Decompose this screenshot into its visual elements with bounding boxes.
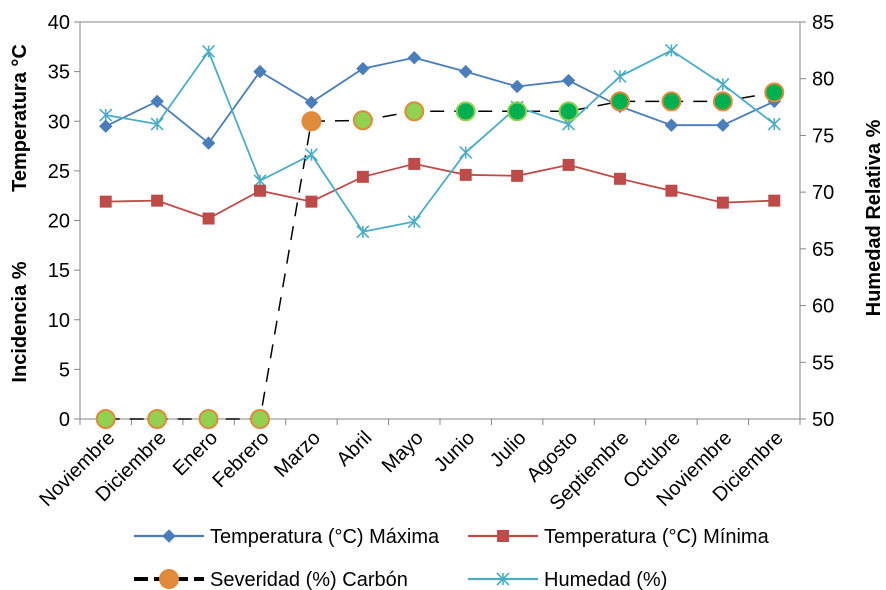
legend-marker-humedad [496, 572, 510, 586]
point-severidad [250, 409, 270, 429]
point-temp-min [356, 170, 369, 183]
x-tick-label: Junio [430, 427, 479, 476]
point-humedad [459, 145, 473, 160]
point-temp-max [561, 73, 576, 88]
series-line-humedad [105, 49, 775, 233]
point-temp-min [768, 194, 781, 207]
point-temp-max [99, 119, 113, 133]
point-temp-min [562, 158, 575, 171]
point-humedad [99, 108, 113, 122]
y-tick-label: 40 [48, 12, 70, 34]
x-tick-label: Marzo [270, 427, 325, 482]
point-temp-min [511, 169, 524, 182]
point-temp-max [664, 118, 679, 132]
left-axis-ticks: 0 5 10 15 20 25 30 35 40 [48, 12, 80, 431]
point-humedad [716, 77, 730, 91]
point-temp-min [665, 184, 678, 197]
y2-tick-label: 70 [812, 182, 834, 204]
y-tick-label: 25 [48, 161, 70, 183]
point-severidad [712, 91, 733, 112]
point-temp-max [356, 61, 370, 76]
point-severidad [558, 101, 579, 122]
point-temp-max [253, 64, 267, 79]
point-temp-min [408, 157, 421, 170]
y2-tick-label: 80 [812, 69, 834, 91]
y2-tick-label: 75 [812, 125, 834, 147]
point-humedad [613, 69, 627, 84]
legend-marker-temp-max [162, 529, 176, 543]
point-humedad [304, 148, 318, 162]
point-severidad [95, 409, 116, 429]
series-line-severidad [105, 91, 775, 420]
point-temp-max [716, 118, 730, 132]
point-severidad [507, 101, 528, 122]
point-severidad [764, 82, 785, 103]
point-temp-min [99, 195, 112, 208]
point-severidad [301, 111, 322, 132]
point-severidad [352, 110, 373, 131]
point-severidad [147, 409, 168, 429]
legend-marker-severidad [159, 569, 179, 589]
legend-label-temp-min: Temperatura (°C) Mínima [544, 526, 770, 548]
point-humedad [664, 43, 678, 57]
point-severidad [404, 101, 425, 122]
point-severidad [610, 91, 630, 112]
y2-tick-label: 65 [812, 239, 834, 261]
legend-marker-temp-min [497, 530, 509, 542]
y-tick-label: 20 [48, 211, 70, 233]
point-temp-max [304, 95, 319, 110]
point-temp-min [305, 195, 318, 208]
y2-tick-label: 60 [812, 296, 834, 318]
point-temp-max [459, 64, 473, 79]
y-tick-label: 30 [48, 111, 70, 133]
point-temp-min [716, 196, 729, 209]
point-humedad [767, 117, 781, 131]
point-severidad [198, 409, 219, 429]
y2-axis-title: Humedad Relativa % [863, 119, 885, 316]
point-temp-min [254, 184, 266, 197]
x-tick-label: Abril [333, 427, 377, 471]
point-humedad [150, 117, 164, 131]
y2-tick-label: 55 [812, 352, 834, 374]
y-axis-title-bottom: Incidencia % [9, 261, 31, 382]
point-severidad [661, 91, 682, 112]
point-humedad [407, 215, 421, 229]
x-tick-label: Julio [486, 427, 531, 472]
y-axis-title-top: Temperatura °C [9, 44, 31, 192]
y-tick-label: 0 [59, 409, 70, 431]
point-temp-min [151, 194, 164, 207]
series-lines [105, 49, 775, 420]
legend: Temperatura (°C) Máxima Temperatura (°C) … [134, 526, 770, 590]
point-temp-max [201, 136, 216, 150]
x-tick-label: Mayo [378, 427, 428, 477]
series-line-temp-min [105, 162, 775, 220]
legend-label-temp-max: Temperatura (°C) Máxima [210, 526, 440, 548]
point-temp-min [202, 212, 215, 225]
y-tick-label: 5 [59, 359, 70, 381]
y-tick-label: 10 [48, 310, 70, 332]
point-humedad [356, 225, 370, 239]
point-severidad [455, 101, 476, 122]
point-temp-max [510, 79, 524, 94]
point-temp-max [150, 94, 164, 109]
series-markers [95, 43, 785, 429]
point-humedad [202, 44, 216, 59]
y2-tick-label: 50 [812, 409, 834, 431]
point-temp-min [459, 168, 472, 181]
y-tick-label: 15 [48, 260, 70, 282]
x-tick-label: Febrero [208, 427, 273, 492]
point-temp-min [614, 172, 626, 185]
right-axis-ticks: 50 55 60 65 70 75 80 85 [800, 12, 834, 431]
point-temp-max [407, 51, 421, 65]
y-tick-label: 35 [48, 62, 70, 84]
y2-tick-label: 85 [812, 12, 834, 34]
legend-label-humedad: Humedad (%) [544, 569, 667, 590]
legend-label-severidad: Severidad (%) Carbón [210, 569, 408, 590]
series-line-temp-max [105, 56, 775, 145]
